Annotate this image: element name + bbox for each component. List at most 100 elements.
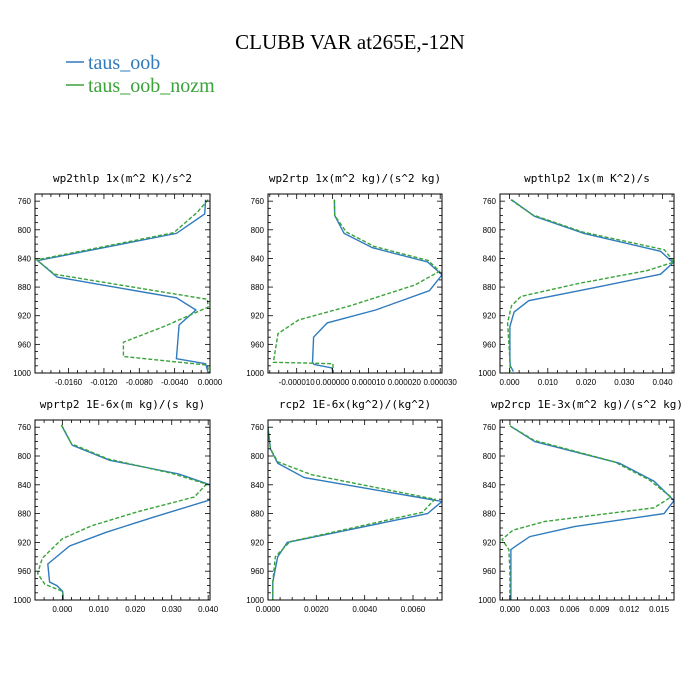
x-tick-label: 0.0060: [401, 605, 426, 614]
y-tick-label: 880: [483, 283, 497, 292]
series-line-taus-oob-nozm: [506, 199, 674, 372]
y-tick-label: 960: [251, 567, 265, 576]
y-tick-label: 880: [251, 283, 265, 292]
x-tick-label: 0.000: [500, 605, 521, 614]
x-tick-label: 0.040: [653, 378, 674, 387]
series-line-taus-oob: [311, 199, 442, 373]
y-tick-label: 960: [18, 340, 32, 349]
y-tick-label: 960: [483, 567, 497, 576]
x-tick-label: 0.020: [576, 378, 597, 387]
plot-frame: [34, 193, 211, 374]
y-tick-label: 840: [483, 254, 497, 263]
series-line-taus-oob: [509, 425, 674, 600]
x-tick-label: 0.040: [198, 605, 219, 614]
x-tick-label: 0.020: [125, 605, 146, 614]
x-tick-label: -0.0040: [161, 378, 189, 387]
series-line-taus-oob-nozm: [36, 424, 208, 600]
plot-frame: [34, 419, 211, 601]
y-tick-label: 920: [18, 312, 32, 321]
x-tick-label: -0.0120: [90, 378, 118, 387]
x-tick-label: 0.000030: [424, 378, 458, 387]
y-tick-label: 760: [483, 197, 497, 206]
plot-frame: [499, 419, 675, 601]
y-tick-label: 760: [18, 423, 32, 432]
x-tick-label: 0.030: [614, 378, 635, 387]
figure-title: CLUBB VAR at265E,-12N: [235, 30, 465, 54]
x-tick-label: 0.003: [530, 605, 551, 614]
x-tick-label: -0.0160: [55, 378, 83, 387]
plot-frame: [267, 419, 443, 601]
series-line-taus-oob-nozm: [268, 427, 437, 600]
series-line-taus-oob-nozm: [272, 199, 441, 373]
y-tick-label: 840: [18, 481, 32, 490]
y-tick-label: 880: [18, 283, 32, 292]
panel-3: wpthlp2 1x(m K^2)/s 760 800 840 880 920 960 100…: [478, 172, 675, 387]
y-tick-label: 800: [18, 226, 32, 235]
panel-5: rcp2 1E-6x(kg^2)/(kg^2) 760 800 840 880 920 96…: [246, 398, 443, 614]
x-tick-label: 0.009: [589, 605, 610, 614]
y-tick-label: 920: [18, 538, 32, 547]
x-tick-label: 0.015: [649, 605, 670, 614]
y-tick-label: 800: [251, 226, 265, 235]
series-line-taus-oob: [47, 424, 210, 600]
x-tick-label: -0.0080: [126, 378, 154, 387]
x-tick-label: 0.0000: [198, 378, 223, 387]
series-line-taus-oob: [509, 199, 674, 372]
y-tick-label: 840: [251, 254, 265, 263]
y-tick-label: 840: [18, 254, 32, 263]
y-tick-label: 960: [251, 340, 265, 349]
panel-6: wp2rcp 1E-3x(m^2 kg)/(s^2 kg) 760 800 840 88…: [478, 398, 683, 614]
y-tick-label: 880: [251, 510, 265, 519]
plot-frame: [499, 193, 675, 374]
x-tick-label: 0.010: [89, 605, 110, 614]
panel-2: wp2rtp 1x(m^2 kg)/(s^2 kg) 760 800 840 880 92…: [246, 172, 457, 387]
x-tick-label: 0.030: [162, 605, 183, 614]
x-tick-label: 0.0000: [256, 605, 281, 614]
legend: taus_oob taus_oob_nozm: [66, 52, 215, 97]
y-tick-label: 800: [251, 452, 265, 461]
x-tick-label: 0.0020: [304, 605, 329, 614]
panel-1: wp2thlp 1x(m^2 K)/s^2 760 800 840 880 920 960 1…: [13, 172, 223, 387]
y-tick-label: 800: [483, 226, 497, 235]
y-tick-label: 1000: [246, 369, 264, 378]
series-line-taus-oob: [36, 199, 209, 373]
y-tick-label: 1000: [13, 369, 31, 378]
y-tick-label: 920: [251, 538, 265, 547]
panel-title: wp2thlp 1x(m^2 K)/s^2: [53, 172, 192, 185]
y-tick-label: 1000: [478, 596, 496, 605]
y-tick-label: 760: [18, 197, 32, 206]
y-tick-label: 920: [251, 312, 265, 321]
y-tick-label: 800: [18, 452, 32, 461]
legend-label-taus-oob-nozm: taus_oob_nozm: [88, 75, 215, 97]
y-tick-label: 960: [483, 340, 497, 349]
panel-title: wpthlp2 1x(m K^2)/s: [524, 172, 650, 185]
y-tick-label: 760: [251, 423, 265, 432]
x-tick-label: 0.0040: [352, 605, 377, 614]
panel-title: rcp2 1E-6x(kg^2)/(kg^2): [279, 398, 431, 411]
y-tick-label: 1000: [478, 369, 496, 378]
x-tick-label: 0.000010: [352, 378, 386, 387]
x-tick-label: 0.010: [538, 378, 559, 387]
x-tick-label: 0.012: [619, 605, 640, 614]
x-tick-label: 0.000000: [316, 378, 350, 387]
y-tick-label: 800: [483, 452, 497, 461]
series-line-taus-oob-nozm: [35, 199, 210, 373]
y-tick-label: 1000: [13, 596, 31, 605]
plot-frame: [267, 193, 443, 374]
x-tick-label: 0.006: [560, 605, 581, 614]
panel-4: wprtp2 1E-6x(m kg)/(s kg) 760 800 840 880 920…: [13, 398, 219, 614]
y-tick-label: 760: [251, 197, 265, 206]
y-tick-label: 760: [483, 423, 497, 432]
panel-title: wp2rcp 1E-3x(m^2 kg)/(s^2 kg): [491, 398, 683, 411]
y-tick-label: 920: [483, 538, 497, 547]
y-tick-label: 920: [483, 312, 497, 321]
panel-title: wp2rtp 1x(m^2 kg)/(s^2 kg): [269, 172, 441, 185]
x-tick-label: 0.000: [52, 605, 73, 614]
y-tick-label: 840: [251, 481, 265, 490]
y-tick-label: 960: [18, 567, 32, 576]
x-tick-label: -0.000010: [279, 378, 316, 387]
x-tick-label: 0.000: [500, 378, 521, 387]
y-tick-label: 1000: [246, 596, 264, 605]
panel-title: wprtp2 1E-6x(m kg)/(s kg): [40, 398, 206, 411]
